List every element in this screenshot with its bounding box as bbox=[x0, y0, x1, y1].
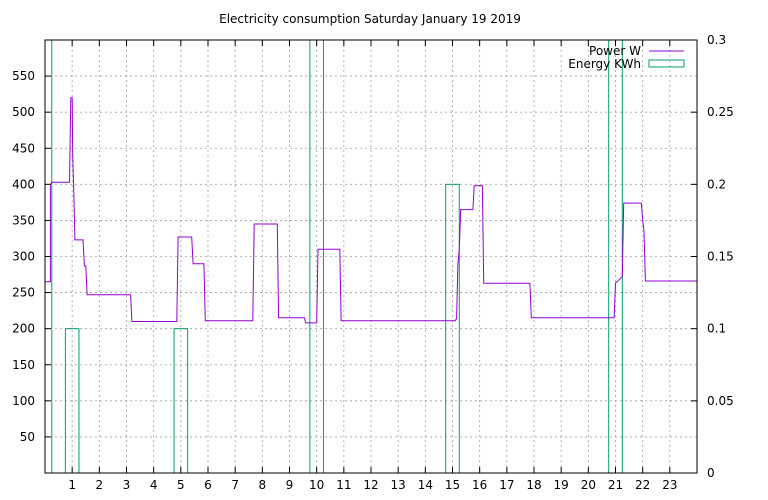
y-tick-label: 350 bbox=[12, 213, 35, 227]
y2-tick-label: 0.1 bbox=[707, 322, 726, 336]
y-tick-label: 250 bbox=[12, 286, 35, 300]
y-tick-label: 150 bbox=[12, 358, 35, 372]
x-tick-label: 1 bbox=[68, 478, 76, 492]
x-tick-label: 7 bbox=[231, 478, 239, 492]
x-tick-label: 6 bbox=[204, 478, 212, 492]
axis-ticks: 1 2 3 4 5 6 7 8 9 10 11 12 13 14 15 16 17 18 19 20 21 22 23501… bbox=[12, 33, 734, 492]
x-tick-label: 3 bbox=[123, 478, 131, 492]
x-tick-label: 8 bbox=[259, 478, 267, 492]
y-tick-label: 100 bbox=[12, 394, 35, 408]
x-tick-label: 19 bbox=[554, 478, 569, 492]
legend-label-power: Power W bbox=[589, 44, 641, 58]
x-tick-label: 20 bbox=[581, 478, 596, 492]
y-tick-label: 500 bbox=[12, 105, 35, 119]
y-tick-label: 50 bbox=[20, 430, 35, 444]
y-tick-label: 550 bbox=[12, 69, 35, 83]
x-tick-label: 11 bbox=[336, 478, 351, 492]
x-tick-label: 15 bbox=[445, 478, 460, 492]
power-line bbox=[45, 97, 697, 324]
x-tick-label: 23 bbox=[662, 478, 677, 492]
y2-tick-label: 0 bbox=[707, 466, 715, 480]
x-tick-label: 12 bbox=[363, 478, 378, 492]
y2-tick-label: 0.25 bbox=[707, 105, 734, 119]
chart-title: Electricity consumption Saturday January… bbox=[219, 12, 521, 26]
x-tick-label: 10 bbox=[309, 478, 324, 492]
x-tick-label: 22 bbox=[635, 478, 650, 492]
y-tick-label: 400 bbox=[12, 177, 35, 191]
x-tick-label: 21 bbox=[608, 478, 623, 492]
y-tick-label: 300 bbox=[12, 250, 35, 264]
y-tick-label: 450 bbox=[12, 141, 35, 155]
x-tick-label: 9 bbox=[286, 478, 294, 492]
x-tick-label: 5 bbox=[177, 478, 185, 492]
y2-tick-label: 0.3 bbox=[707, 33, 726, 47]
x-tick-label: 13 bbox=[391, 478, 406, 492]
x-tick-label: 14 bbox=[418, 478, 433, 492]
x-tick-label: 18 bbox=[526, 478, 541, 492]
x-tick-label: 17 bbox=[499, 478, 514, 492]
y-tick-label: 200 bbox=[12, 322, 35, 336]
x-tick-label: 2 bbox=[96, 478, 104, 492]
legend-swatch-energy bbox=[648, 59, 685, 68]
x-tick-label: 4 bbox=[150, 478, 158, 492]
energy-box bbox=[445, 183, 460, 474]
x-tick-label: 16 bbox=[472, 478, 487, 492]
y2-tick-label: 0.15 bbox=[707, 250, 734, 264]
y2-tick-label: 0.2 bbox=[707, 177, 726, 191]
grid bbox=[45, 40, 697, 473]
legend-label-energy: Energy KWh bbox=[568, 57, 641, 71]
power-series bbox=[45, 97, 697, 324]
y2-tick-label: 0.05 bbox=[707, 394, 734, 408]
legend: Power W Energy KWh bbox=[568, 44, 685, 71]
